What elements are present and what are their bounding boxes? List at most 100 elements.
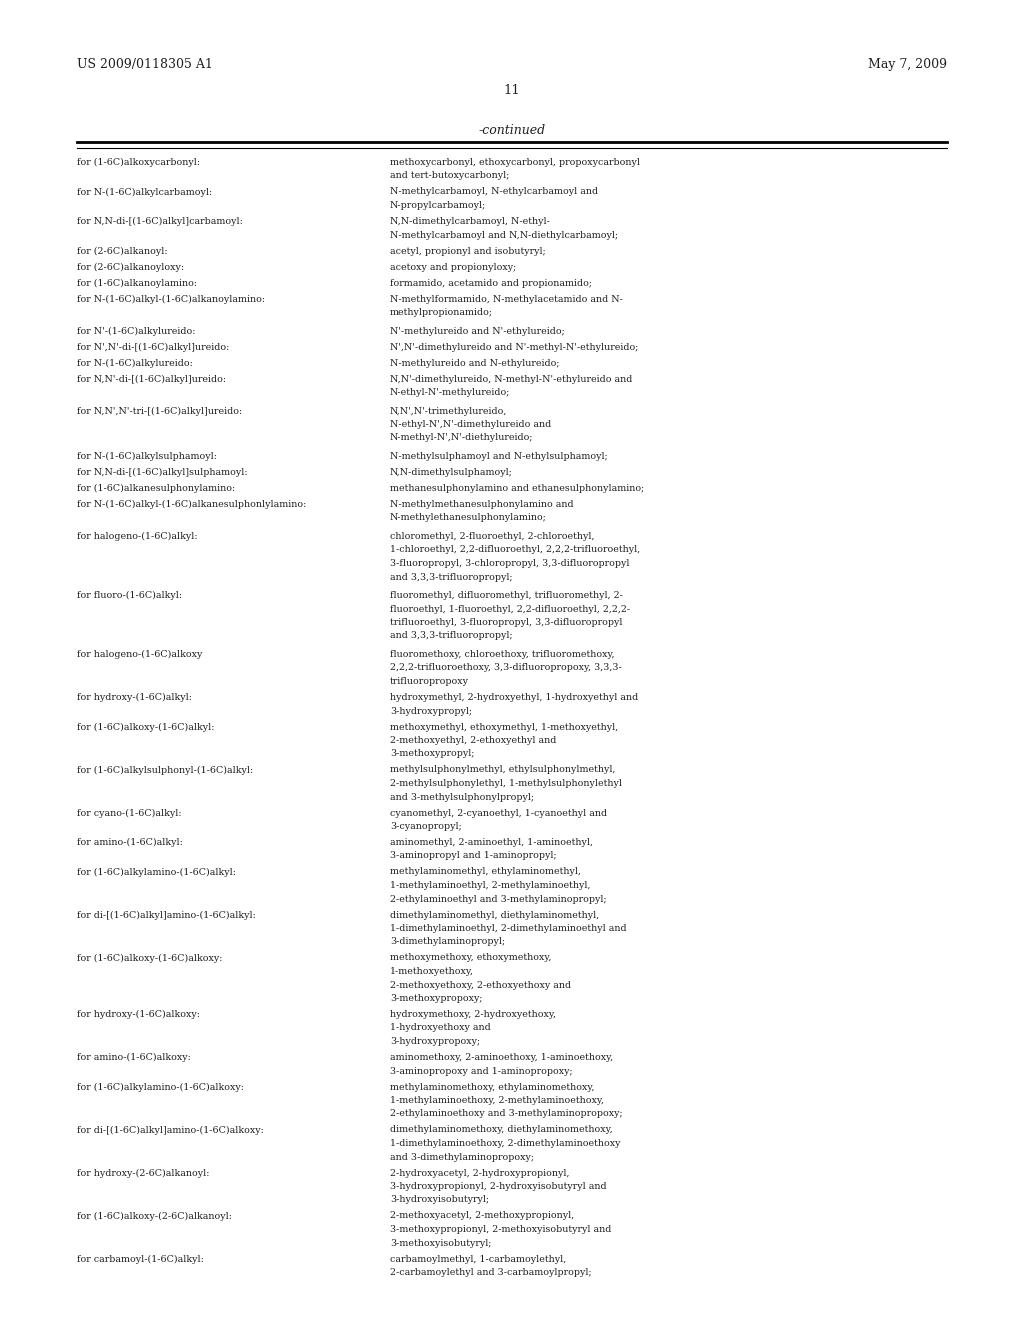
Text: 1-methylaminoethoxy, 2-methylaminoethoxy,: 1-methylaminoethoxy, 2-methylaminoethoxy… — [390, 1096, 604, 1105]
Text: for amino-(1-6C)alkyl:: for amino-(1-6C)alkyl: — [77, 838, 183, 847]
Text: methanesulphonylamino and ethanesulphonylamino;: methanesulphonylamino and ethanesulphony… — [390, 484, 644, 492]
Text: 2-hydroxyacetyl, 2-hydroxypropionyl,: 2-hydroxyacetyl, 2-hydroxypropionyl, — [390, 1168, 569, 1177]
Text: for N',N'-di-[(1-6C)alkyl]ureido:: for N',N'-di-[(1-6C)alkyl]ureido: — [77, 342, 229, 351]
Text: for (1-6C)alkylamino-(1-6C)alkyl:: for (1-6C)alkylamino-(1-6C)alkyl: — [77, 867, 236, 876]
Text: N-methylethanesulphonylamino;: N-methylethanesulphonylamino; — [390, 513, 547, 523]
Text: acetoxy and propionyloxy;: acetoxy and propionyloxy; — [390, 263, 516, 272]
Text: methylaminomethoxy, ethylaminomethoxy,: methylaminomethoxy, ethylaminomethoxy, — [390, 1082, 595, 1092]
Text: 2-carbamoylethyl and 3-carbamoylpropyl;: 2-carbamoylethyl and 3-carbamoylpropyl; — [390, 1269, 592, 1276]
Text: acetyl, propionyl and isobutyryl;: acetyl, propionyl and isobutyryl; — [390, 247, 546, 256]
Text: for di-[(1-6C)alkyl]amino-(1-6C)alkyl:: for di-[(1-6C)alkyl]amino-(1-6C)alkyl: — [77, 911, 256, 920]
Text: N'-methylureido and N'-ethylureido;: N'-methylureido and N'-ethylureido; — [390, 326, 565, 335]
Text: methylaminomethyl, ethylaminomethyl,: methylaminomethyl, ethylaminomethyl, — [390, 867, 581, 876]
Text: N-methylcarbamoyl, N-ethylcarbamoyl and: N-methylcarbamoyl, N-ethylcarbamoyl and — [390, 187, 598, 197]
Text: trifluoropropoxy: trifluoropropoxy — [390, 677, 469, 686]
Text: methoxymethyl, ethoxymethyl, 1-methoxyethyl,: methoxymethyl, ethoxymethyl, 1-methoxyet… — [390, 722, 618, 731]
Text: for cyano-(1-6C)alkyl:: for cyano-(1-6C)alkyl: — [77, 808, 181, 817]
Text: for hydroxy-(1-6C)alkoxy:: for hydroxy-(1-6C)alkoxy: — [77, 1010, 200, 1019]
Text: fluoromethyl, difluoromethyl, trifluoromethyl, 2-: fluoromethyl, difluoromethyl, trifluorom… — [390, 591, 623, 601]
Text: 3-hydroxypropyl;: 3-hydroxypropyl; — [390, 706, 472, 715]
Text: N,N'-dimethylureido, N-methyl-N'-ethylureido and: N,N'-dimethylureido, N-methyl-N'-ethylur… — [390, 375, 633, 384]
Text: 2-methylsulphonylethyl, 1-methylsulphonylethyl: 2-methylsulphonylethyl, 1-methylsulphony… — [390, 779, 622, 788]
Text: 3-cyanopropyl;: 3-cyanopropyl; — [390, 822, 462, 832]
Text: 1-dimethylaminoethoxy, 2-dimethylaminoethoxy: 1-dimethylaminoethoxy, 2-dimethylaminoet… — [390, 1139, 621, 1148]
Text: 2-methoxyacetyl, 2-methoxypropionyl,: 2-methoxyacetyl, 2-methoxypropionyl, — [390, 1212, 574, 1221]
Text: 3-dimethylaminopropyl;: 3-dimethylaminopropyl; — [390, 937, 505, 946]
Text: N,N-dimethylcarbamoyl, N-ethyl-: N,N-dimethylcarbamoyl, N-ethyl- — [390, 216, 550, 226]
Text: 3-aminopropyl and 1-aminopropyl;: 3-aminopropyl and 1-aminopropyl; — [390, 851, 557, 861]
Text: US 2009/0118305 A1: US 2009/0118305 A1 — [77, 58, 213, 71]
Text: methylsulphonylmethyl, ethylsulphonylmethyl,: methylsulphonylmethyl, ethylsulphonylmet… — [390, 766, 615, 775]
Text: fluoroethyl, 1-fluoroethyl, 2,2-difluoroethyl, 2,2,2-: fluoroethyl, 1-fluoroethyl, 2,2-difluoro… — [390, 605, 630, 614]
Text: N',N'-dimethylureido and N'-methyl-N'-ethylureido;: N',N'-dimethylureido and N'-methyl-N'-et… — [390, 342, 638, 351]
Text: and tert-butoxycarbonyl;: and tert-butoxycarbonyl; — [390, 172, 509, 181]
Text: for fluoro-(1-6C)alkyl:: for fluoro-(1-6C)alkyl: — [77, 591, 182, 601]
Text: 1-methoxyethoxy,: 1-methoxyethoxy, — [390, 968, 474, 975]
Text: for (1-6C)alkanesulphonylamino:: for (1-6C)alkanesulphonylamino: — [77, 484, 236, 494]
Text: for N,N-di-[(1-6C)alkyl]sulphamoyl:: for N,N-di-[(1-6C)alkyl]sulphamoyl: — [77, 469, 248, 477]
Text: 3-methoxypropionyl, 2-methoxyisobutyryl and: 3-methoxypropionyl, 2-methoxyisobutyryl … — [390, 1225, 611, 1234]
Text: aminomethoxy, 2-aminoethoxy, 1-aminoethoxy,: aminomethoxy, 2-aminoethoxy, 1-aminoetho… — [390, 1053, 613, 1063]
Text: dimethylaminomethyl, diethylaminomethyl,: dimethylaminomethyl, diethylaminomethyl, — [390, 911, 599, 920]
Text: for N-(1-6C)alkylsulphamoyl:: for N-(1-6C)alkylsulphamoyl: — [77, 451, 217, 461]
Text: 3-methoxypropyl;: 3-methoxypropyl; — [390, 750, 474, 759]
Text: and 3,3,3-trifluoropropyl;: and 3,3,3-trifluoropropyl; — [390, 573, 513, 582]
Text: for (1-6C)alkylsulphonyl-(1-6C)alkyl:: for (1-6C)alkylsulphonyl-(1-6C)alkyl: — [77, 766, 253, 775]
Text: for (2-6C)alkanoyloxy:: for (2-6C)alkanoyloxy: — [77, 263, 184, 272]
Text: methylpropionamido;: methylpropionamido; — [390, 308, 493, 317]
Text: for amino-(1-6C)alkoxy:: for amino-(1-6C)alkoxy: — [77, 1053, 190, 1063]
Text: and 3-dimethylaminopropoxy;: and 3-dimethylaminopropoxy; — [390, 1152, 534, 1162]
Text: for halogeno-(1-6C)alkyl:: for halogeno-(1-6C)alkyl: — [77, 532, 198, 541]
Text: 3-methoxyisobutyryl;: 3-methoxyisobutyryl; — [390, 1238, 492, 1247]
Text: for (2-6C)alkanoyl:: for (2-6C)alkanoyl: — [77, 247, 168, 256]
Text: 1-chloroethyl, 2,2-difluoroethyl, 2,2,2-trifluoroethyl,: 1-chloroethyl, 2,2-difluoroethyl, 2,2,2-… — [390, 545, 640, 554]
Text: trifluoroethyl, 3-fluoropropyl, 3,3-difluoropropyl: trifluoroethyl, 3-fluoropropyl, 3,3-difl… — [390, 618, 623, 627]
Text: for N-(1-6C)alkylcarbamoyl:: for N-(1-6C)alkylcarbamoyl: — [77, 187, 212, 197]
Text: N-methylcarbamoyl and N,N-diethylcarbamoyl;: N-methylcarbamoyl and N,N-diethylcarbamo… — [390, 231, 618, 239]
Text: cyanomethyl, 2-cyanoethyl, 1-cyanoethyl and: cyanomethyl, 2-cyanoethyl, 1-cyanoethyl … — [390, 808, 607, 817]
Text: for di-[(1-6C)alkyl]amino-(1-6C)alkoxy:: for di-[(1-6C)alkyl]amino-(1-6C)alkoxy: — [77, 1126, 264, 1135]
Text: and 3-methylsulphonylpropyl;: and 3-methylsulphonylpropyl; — [390, 792, 535, 801]
Text: 1-hydroxyethoxy and: 1-hydroxyethoxy and — [390, 1023, 490, 1032]
Text: 2-ethylaminoethoxy and 3-methylaminopropoxy;: 2-ethylaminoethoxy and 3-methylaminoprop… — [390, 1110, 623, 1118]
Text: for halogeno-(1-6C)alkoxy: for halogeno-(1-6C)alkoxy — [77, 649, 203, 659]
Text: aminomethyl, 2-aminoethyl, 1-aminoethyl,: aminomethyl, 2-aminoethyl, 1-aminoethyl, — [390, 838, 593, 847]
Text: 1-methylaminoethyl, 2-methylaminoethyl,: 1-methylaminoethyl, 2-methylaminoethyl, — [390, 880, 591, 890]
Text: 2-methoxyethoxy, 2-ethoxyethoxy and: 2-methoxyethoxy, 2-ethoxyethoxy and — [390, 981, 571, 990]
Text: hydroxymethyl, 2-hydroxyethyl, 1-hydroxyethyl and: hydroxymethyl, 2-hydroxyethyl, 1-hydroxy… — [390, 693, 638, 702]
Text: 11: 11 — [504, 84, 520, 96]
Text: formamido, acetamido and propionamido;: formamido, acetamido and propionamido; — [390, 279, 592, 288]
Text: for (1-6C)alkoxy-(2-6C)alkanoyl:: for (1-6C)alkoxy-(2-6C)alkanoyl: — [77, 1212, 232, 1221]
Text: for (1-6C)alkanoylamino:: for (1-6C)alkanoylamino: — [77, 279, 198, 288]
Text: 2-methoxyethyl, 2-ethoxyethyl and: 2-methoxyethyl, 2-ethoxyethyl and — [390, 737, 556, 744]
Text: 3-hydroxypropoxy;: 3-hydroxypropoxy; — [390, 1038, 480, 1045]
Text: for N-(1-6C)alkyl-(1-6C)alkanesulphonlylamino:: for N-(1-6C)alkyl-(1-6C)alkanesulphonlyl… — [77, 500, 306, 510]
Text: 3-aminopropoxy and 1-aminopropoxy;: 3-aminopropoxy and 1-aminopropoxy; — [390, 1067, 572, 1076]
Text: for N-(1-6C)alkyl-(1-6C)alkanoylamino:: for N-(1-6C)alkyl-(1-6C)alkanoylamino: — [77, 294, 265, 304]
Text: May 7, 2009: May 7, 2009 — [868, 58, 947, 71]
Text: N-methylsulphamoyl and N-ethylsulphamoyl;: N-methylsulphamoyl and N-ethylsulphamoyl… — [390, 451, 608, 461]
Text: for N'-(1-6C)alkylureido:: for N'-(1-6C)alkylureido: — [77, 326, 196, 335]
Text: N,N-dimethylsulphamoyl;: N,N-dimethylsulphamoyl; — [390, 469, 513, 477]
Text: for N,N',N'-tri-[(1-6C)alkyl]ureido:: for N,N',N'-tri-[(1-6C)alkyl]ureido: — [77, 407, 243, 416]
Text: 3-fluoropropyl, 3-chloropropyl, 3,3-difluoropropyl: 3-fluoropropyl, 3-chloropropyl, 3,3-difl… — [390, 558, 630, 568]
Text: 1-dimethylaminoethyl, 2-dimethylaminoethyl and: 1-dimethylaminoethyl, 2-dimethylaminoeth… — [390, 924, 627, 933]
Text: for N,N'-di-[(1-6C)alkyl]ureido:: for N,N'-di-[(1-6C)alkyl]ureido: — [77, 375, 226, 384]
Text: N,N',N'-trimethylureido,: N,N',N'-trimethylureido, — [390, 407, 507, 416]
Text: carbamoylmethyl, 1-carbamoylethyl,: carbamoylmethyl, 1-carbamoylethyl, — [390, 1254, 566, 1263]
Text: methoxymethoxy, ethoxymethoxy,: methoxymethoxy, ethoxymethoxy, — [390, 953, 552, 962]
Text: dimethylaminomethoxy, diethylaminomethoxy,: dimethylaminomethoxy, diethylaminomethox… — [390, 1126, 612, 1134]
Text: for (1-6C)alkoxy-(1-6C)alkyl:: for (1-6C)alkoxy-(1-6C)alkyl: — [77, 722, 214, 731]
Text: 2-ethylaminoethyl and 3-methylaminopropyl;: 2-ethylaminoethyl and 3-methylaminopropy… — [390, 895, 606, 903]
Text: for N,N-di-[(1-6C)alkyl]carbamoyl:: for N,N-di-[(1-6C)alkyl]carbamoyl: — [77, 216, 243, 226]
Text: for (1-6C)alkoxy-(1-6C)alkoxy:: for (1-6C)alkoxy-(1-6C)alkoxy: — [77, 953, 222, 962]
Text: for hydroxy-(2-6C)alkanoyl:: for hydroxy-(2-6C)alkanoyl: — [77, 1168, 210, 1177]
Text: N-methyl-N',N'-diethylureido;: N-methyl-N',N'-diethylureido; — [390, 433, 534, 442]
Text: for hydroxy-(1-6C)alkyl:: for hydroxy-(1-6C)alkyl: — [77, 693, 193, 702]
Text: N-methylformamido, N-methylacetamido and N-: N-methylformamido, N-methylacetamido and… — [390, 294, 623, 304]
Text: N-ethyl-N'-methylureido;: N-ethyl-N'-methylureido; — [390, 388, 510, 397]
Text: chloromethyl, 2-fluoroethyl, 2-chloroethyl,: chloromethyl, 2-fluoroethyl, 2-chloroeth… — [390, 532, 595, 541]
Text: 2,2,2-trifluoroethoxy, 3,3-difluoropropoxy, 3,3,3-: 2,2,2-trifluoroethoxy, 3,3-difluoropropo… — [390, 664, 622, 672]
Text: for (1-6C)alkoxycarbonyl:: for (1-6C)alkoxycarbonyl: — [77, 158, 200, 168]
Text: for carbamoyl-(1-6C)alkyl:: for carbamoyl-(1-6C)alkyl: — [77, 1254, 204, 1263]
